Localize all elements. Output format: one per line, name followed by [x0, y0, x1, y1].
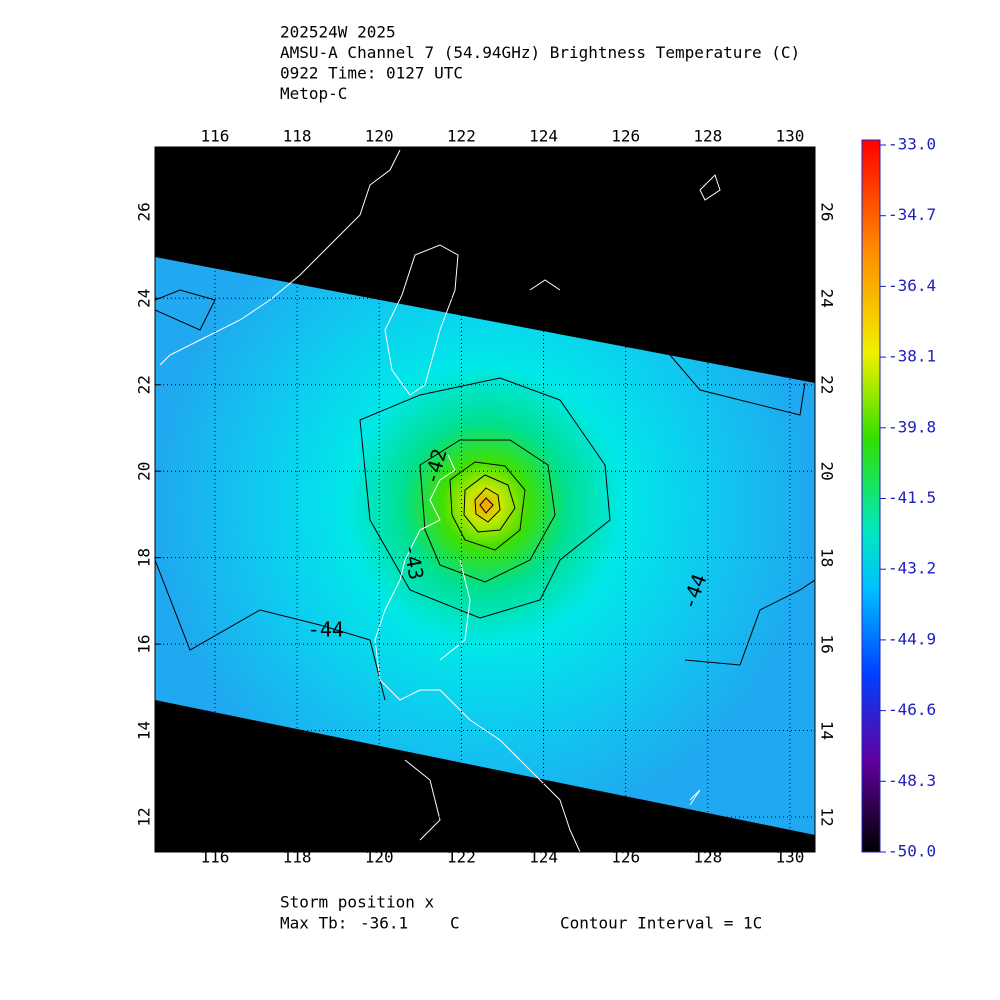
colorbar-tick-label: -50.0 [888, 842, 936, 861]
max-tb-label: Max Tb: [280, 914, 347, 933]
x-tick-label-bottom: 126 [611, 848, 640, 867]
coastlines [159, 149, 721, 852]
grid [155, 147, 815, 852]
x-tick-label-bottom: 120 [365, 848, 394, 867]
axis-ticks: 116 116 118 118 120 120 122 122 124 124 126 126 128 1… [135, 127, 837, 867]
y-tick-label-right: 24 [818, 289, 837, 308]
y-tick-label-right: 18 [818, 548, 837, 567]
y-tick-label-right: 16 [818, 634, 837, 653]
header-line: AMSU-A Channel 7 (54.94GHz) Brightness T… [280, 43, 800, 62]
colorbar-tick-label: -46.6 [888, 700, 936, 719]
x-tick-label-top: 126 [611, 127, 640, 146]
x-tick-label-bottom: 118 [283, 848, 312, 867]
storm-position: Storm position x [280, 893, 434, 912]
max-tb: -36.1 [360, 914, 408, 933]
x-tick-label-bottom: 128 [693, 848, 722, 867]
header-line: 202524W 2025 [280, 23, 396, 42]
colorbar-tick-label: -41.5 [888, 488, 936, 507]
colorbar-tick-label: -48.3 [888, 771, 936, 790]
y-tick-label-right: 20 [818, 462, 837, 481]
y-tick-label-left: 22 [135, 375, 154, 394]
contour-interval: Contour Interval = 1C [560, 914, 762, 933]
colorbar-tick-label: -38.1 [888, 347, 936, 366]
x-tick-label-top: 124 [529, 127, 558, 146]
x-tick-label-bottom: 116 [201, 848, 230, 867]
x-tick-label-top: 128 [693, 127, 722, 146]
colorbar-tick-label: -43.2 [888, 559, 936, 578]
header-line: Metop-C [280, 84, 347, 103]
header-line: 0922 Time: 0127 UTC [280, 64, 463, 83]
colorbar-tick-label: -34.7 [888, 205, 936, 224]
map-frame [154, 146, 816, 853]
x-tick-label-top: 120 [365, 127, 394, 146]
max-tb-unit: C [450, 914, 460, 933]
colorbar [861, 139, 881, 853]
x-tick-label-top: 116 [201, 127, 230, 146]
x-tick-label-bottom: 124 [529, 848, 558, 867]
colorbar-ticks: -33.0 -34.7 -36.4 -38.1 -39.8 -41.5 -43.2 -44.9… [880, 135, 936, 861]
y-tick-label-right: 12 [818, 807, 837, 826]
contour-labels: -42-43-44-44 [308, 446, 712, 642]
map-area: -42-43-44-44 [155, 147, 815, 852]
contour-label: -44 [308, 618, 344, 642]
y-tick-label-left: 24 [135, 289, 154, 308]
colorbar-tick-label: -36.4 [888, 276, 936, 295]
x-tick-label-bottom: 122 [447, 848, 476, 867]
y-tick-label-left: 14 [135, 721, 154, 740]
y-tick-label-left: 12 [135, 807, 154, 826]
colorbar-tick-label: -33.0 [888, 135, 936, 154]
y-tick-label-left: 16 [135, 634, 154, 653]
y-tick-label-left: 18 [135, 548, 154, 567]
colorbar-tick-label: -44.9 [888, 629, 936, 648]
y-tick-label-right: 14 [818, 721, 837, 740]
contours [155, 289, 815, 701]
y-tick-label-left: 20 [135, 462, 154, 481]
x-tick-label-top: 118 [283, 127, 312, 146]
y-tick-label-right: 26 [818, 202, 837, 221]
x-tick-label-top: 130 [775, 127, 804, 146]
colorbar-tick-label: -39.8 [888, 417, 936, 436]
x-tick-label-bottom: 130 [775, 848, 804, 867]
y-tick-label-right: 22 [818, 375, 837, 394]
x-tick-label-top: 122 [447, 127, 476, 146]
swath [155, 257, 815, 835]
y-tick-label-left: 26 [135, 202, 154, 221]
